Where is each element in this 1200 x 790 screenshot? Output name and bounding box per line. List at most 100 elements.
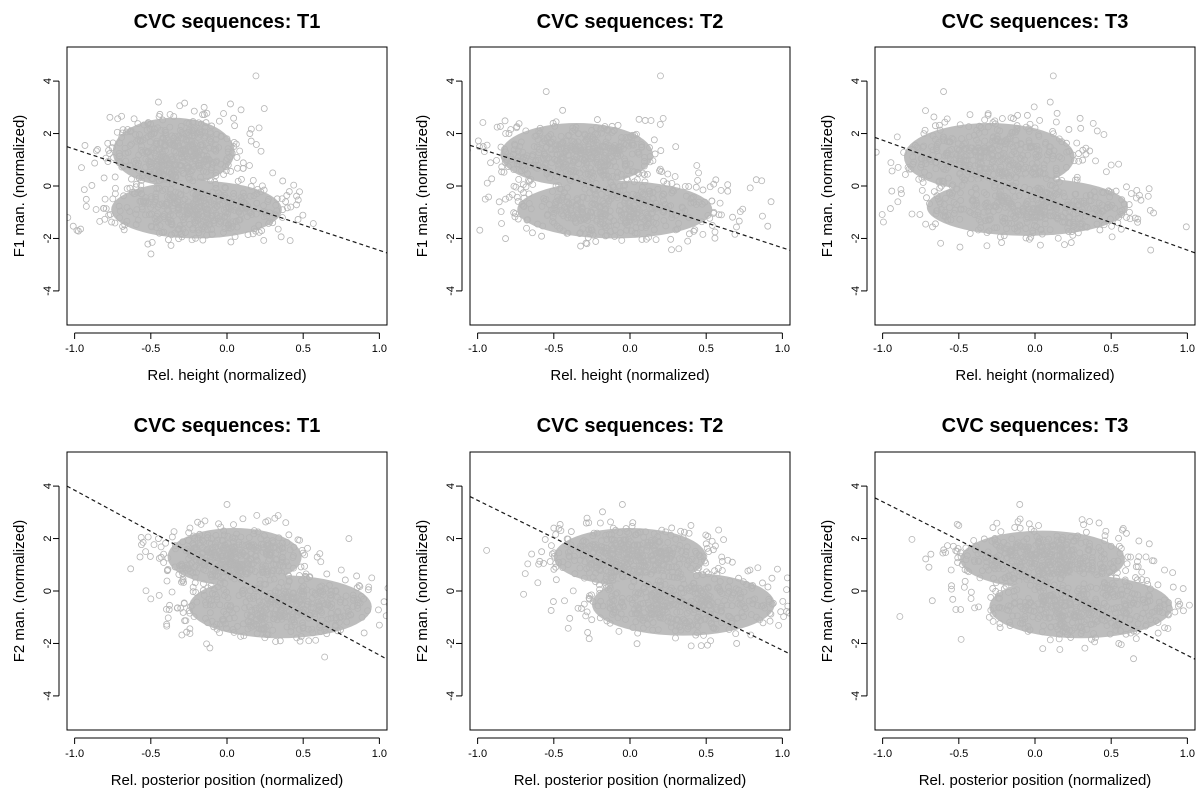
data-point (157, 543, 165, 551)
data-point (580, 157, 588, 165)
data-point (618, 594, 626, 602)
y-tick-label: 0 (42, 183, 54, 189)
data-point (116, 214, 124, 222)
data-point (608, 592, 615, 600)
data-point (952, 606, 960, 613)
data-point (230, 114, 238, 122)
data-point (704, 533, 712, 540)
data-point (1030, 103, 1038, 111)
data-point (975, 216, 983, 223)
data-point (692, 631, 700, 639)
data-point (635, 572, 643, 580)
data-point (984, 111, 992, 119)
data-point (1000, 232, 1008, 240)
data-point (327, 609, 335, 617)
data-point (949, 595, 957, 603)
data-point (277, 233, 285, 241)
data-point (244, 625, 252, 633)
data-point (192, 556, 200, 564)
data-point (547, 607, 555, 614)
data-point (983, 165, 991, 173)
data-point (315, 602, 323, 610)
data-point (897, 186, 905, 193)
data-point (153, 185, 161, 192)
data-point (260, 186, 268, 194)
data-point (138, 541, 145, 549)
data-point (571, 557, 578, 564)
x-tick-label: -0.5 (544, 343, 563, 355)
data-point (990, 183, 998, 191)
data-point (1058, 543, 1066, 551)
x-tick-label: 1.0 (372, 343, 387, 355)
data-point (1034, 205, 1041, 212)
data-point (1084, 204, 1092, 212)
data-point (922, 107, 929, 115)
data-point (987, 556, 995, 564)
data-point (200, 561, 208, 569)
data-point (196, 530, 203, 538)
x-axis-label: Rel. height (normalized) (550, 367, 709, 384)
data-point (948, 134, 956, 142)
data-point (1005, 219, 1013, 227)
data-point (664, 170, 672, 178)
data-point (139, 149, 146, 156)
data-point (510, 209, 518, 217)
panel-title: CVC sequences: T2 (537, 415, 724, 437)
data-point (666, 586, 674, 594)
data-point (649, 542, 656, 550)
data-point (783, 574, 790, 582)
data-point (1119, 524, 1127, 532)
data-point (679, 597, 687, 605)
data-point (940, 137, 948, 145)
data-point (155, 591, 163, 599)
data-point (1040, 587, 1047, 595)
data-point (279, 177, 287, 185)
data-point (148, 146, 156, 154)
data-point (153, 167, 160, 175)
data-point (983, 229, 991, 237)
data-point (272, 560, 280, 568)
data-point (610, 568, 618, 576)
data-point (145, 157, 152, 165)
data-point (479, 119, 487, 126)
data-point (929, 146, 937, 154)
data-point (958, 561, 966, 568)
data-point (155, 169, 162, 177)
data-point (248, 211, 256, 218)
data-point (1046, 208, 1054, 216)
data-point (1113, 574, 1120, 582)
data-point (121, 221, 129, 229)
data-point (707, 598, 715, 606)
data-point (934, 195, 942, 203)
data-point (183, 162, 191, 170)
data-point (582, 545, 590, 553)
data-point (936, 184, 944, 192)
data-point (766, 609, 774, 617)
data-point (943, 138, 951, 145)
data-point (269, 626, 277, 634)
data-point (258, 540, 265, 548)
data-point (586, 132, 594, 140)
data-point (1011, 193, 1019, 201)
data-point (246, 162, 253, 169)
data-point (597, 167, 604, 175)
data-point (1030, 559, 1038, 567)
data-point (518, 200, 526, 208)
data-point (267, 543, 275, 551)
data-point (566, 156, 574, 164)
data-point (923, 194, 930, 202)
data-point (194, 193, 202, 201)
data-point (582, 137, 590, 144)
data-point (645, 214, 653, 222)
data-point (217, 523, 225, 531)
data-point (134, 120, 142, 127)
data-point (217, 543, 225, 550)
data-point (919, 143, 927, 151)
y-tick-label: 2 (445, 130, 457, 136)
data-point (1112, 187, 1120, 195)
data-point (894, 163, 902, 171)
data-point (92, 147, 100, 155)
data-point (966, 111, 974, 118)
